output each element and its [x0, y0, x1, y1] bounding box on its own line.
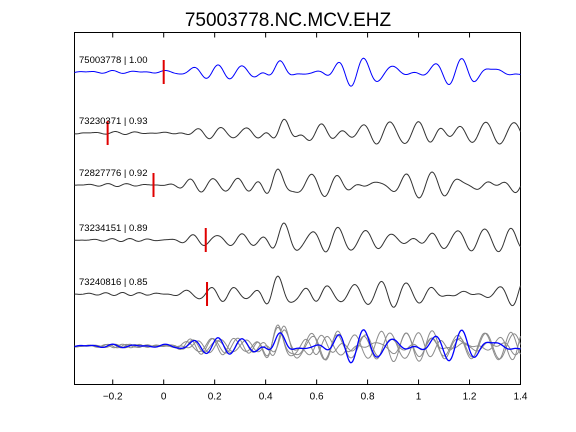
trace-73240816 — [74, 275, 521, 308]
waveform-traces — [74, 57, 521, 308]
trace-75003778 — [74, 57, 521, 87]
x-axis: −0.2 0 0.2 0.4 0.6 0.8 1 1.2 1.4 — [103, 32, 528, 403]
trace-label: 73234151 | 0.89 — [79, 223, 148, 234]
chart-title: 75003778.NC.MCV.EHZ — [185, 10, 392, 31]
overlay-stack — [74, 324, 521, 364]
x-tick-label: 0 — [161, 392, 167, 403]
x-tick-label: 1 — [416, 392, 422, 403]
x-tick-label: 0.8 — [361, 392, 375, 403]
pick-markers — [106, 60, 209, 306]
x-tick-label: 1.2 — [463, 392, 477, 403]
x-tick-label: −0.2 — [103, 392, 123, 403]
trace-label: 73230371 | 0.93 — [79, 116, 148, 127]
x-tick-label: 0.6 — [310, 392, 324, 403]
overlay-trace — [74, 324, 521, 363]
plot-area-frame — [74, 32, 521, 385]
trace-label: 72827776 | 0.92 — [79, 168, 148, 179]
x-tick-label: 0.4 — [259, 392, 273, 403]
overlay-trace — [74, 325, 521, 361]
x-tick-label: 0.2 — [208, 392, 222, 403]
overlay-reference-trace — [74, 329, 521, 364]
trace-label: 73240816 | 0.85 — [79, 277, 148, 288]
trace-labels: 75003778 | 1.00 73230371 | 0.93 72827776 |… — [79, 55, 148, 288]
trace-73234151 — [74, 222, 521, 253]
trace-label: 75003778 | 1.00 — [79, 55, 148, 66]
trace-73230371 — [74, 118, 521, 145]
x-tick-label: 1.4 — [514, 392, 528, 403]
overlay-trace — [74, 326, 521, 362]
trace-72827776 — [74, 168, 521, 199]
